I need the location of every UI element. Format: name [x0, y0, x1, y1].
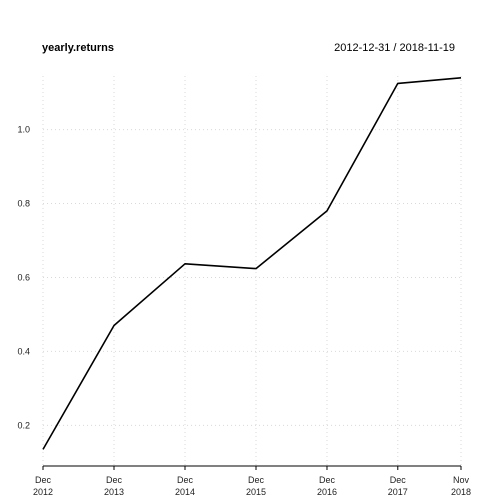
series-line: [42, 77, 462, 450]
chart-title: yearly.returns: [42, 42, 114, 54]
series-layer: [42, 77, 462, 450]
y-axis: 0.2 0.4 0.6 0.8 1.0: [17, 125, 30, 431]
x-tick-month-label: Dec: [35, 475, 52, 485]
y-tick-label: 0.2: [17, 420, 30, 430]
x-tick-year-label: 2018: [451, 487, 471, 497]
x-axis: Dec 2012 Dec 2013 Dec 2014 Dec 2015 Dec 2016 Dec 20…: [33, 465, 471, 497]
x-tick-month-label: Dec: [177, 475, 194, 485]
x-tick-month-label: Dec: [390, 475, 407, 485]
y-tick-label: 1.0: [17, 125, 30, 135]
x-tick-month-label: Nov: [453, 475, 470, 485]
x-tick-year-label: 2012: [33, 487, 53, 497]
x-tick-month-label: Dec: [106, 475, 123, 485]
y-tick-label: 0.6: [17, 272, 30, 282]
x-tick-year-label: 2013: [104, 487, 124, 497]
x-tick-year-label: 2016: [317, 487, 337, 497]
chart-date-range: 2012-12-31 / 2018-11-19: [334, 42, 455, 54]
x-tick-year-label: 2014: [175, 487, 195, 497]
x-tick-year-label: 2017: [388, 487, 408, 497]
grid: [42, 76, 462, 465]
y-tick-label: 0.8: [17, 199, 30, 209]
x-tick-month-label: Dec: [319, 475, 336, 485]
x-tick-month-label: Dec: [248, 475, 265, 485]
y-tick-label: 0.4: [17, 346, 30, 356]
x-tick-year-label: 2015: [246, 487, 266, 497]
